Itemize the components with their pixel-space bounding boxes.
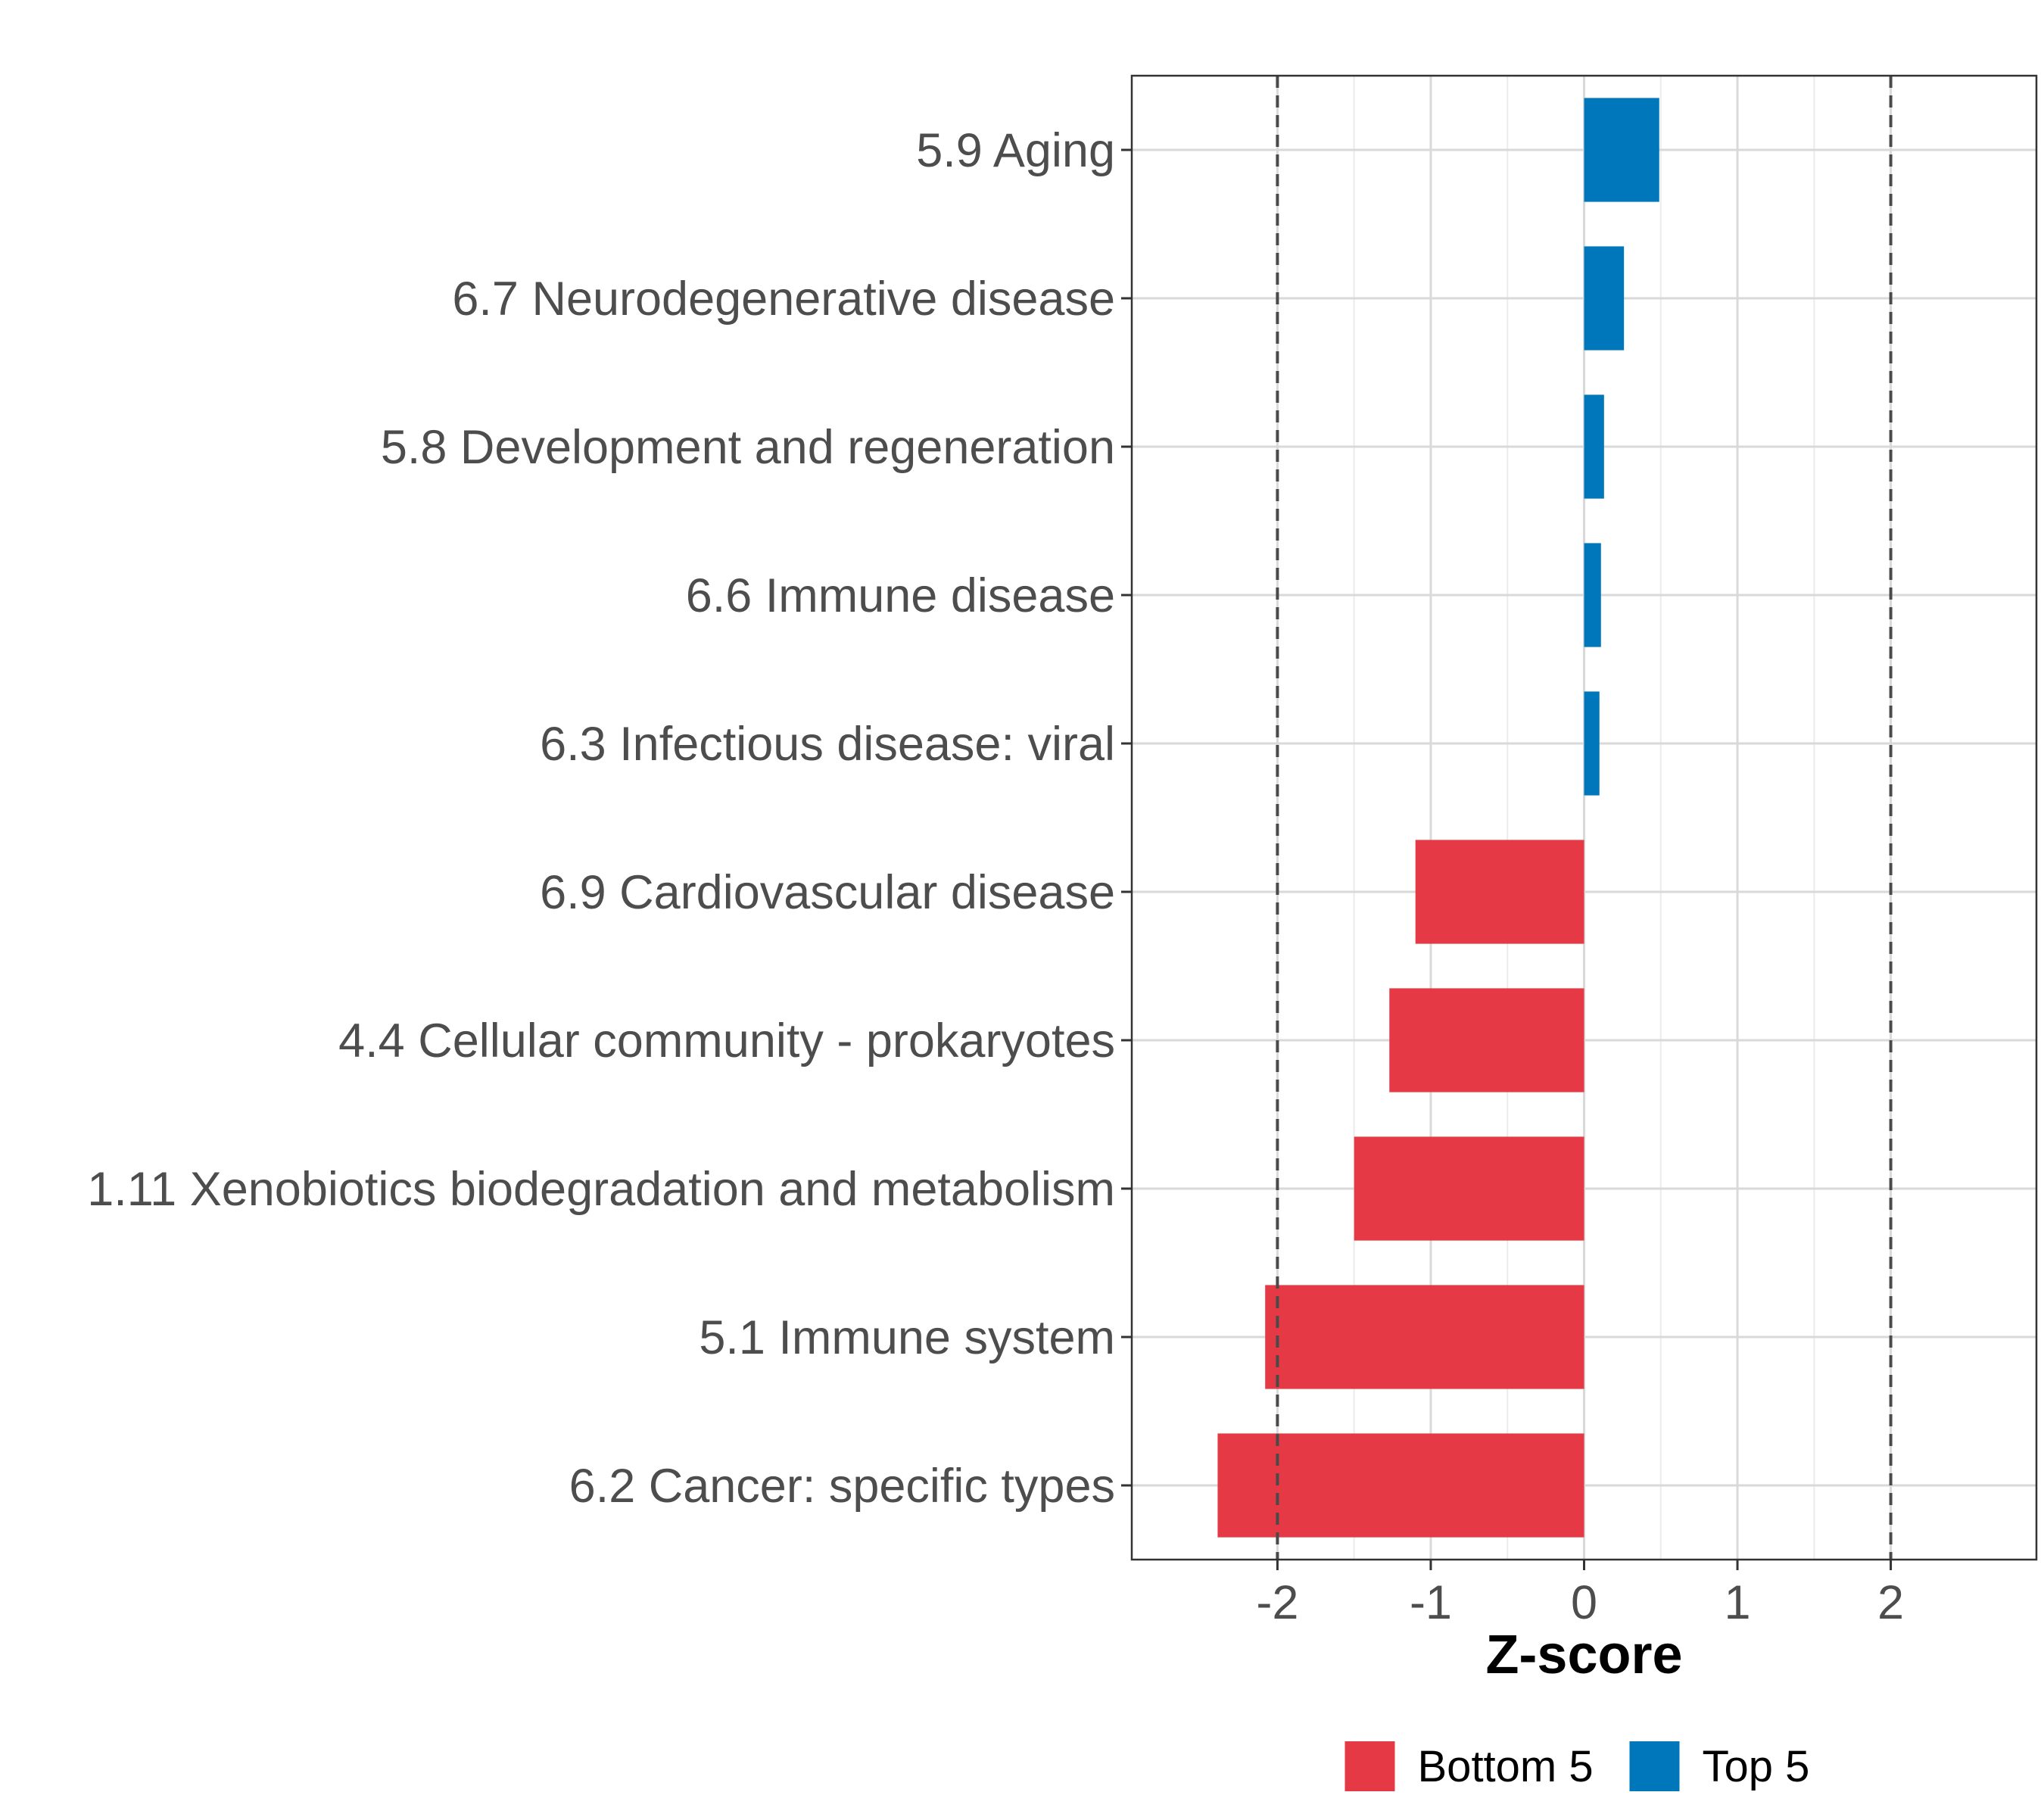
y-tick-label: 6.6 Immune disease [686,569,1115,622]
bars [1217,98,1659,1538]
y-tick-label: 5.8 Development and regeneration [381,421,1115,474]
bar [1389,988,1584,1092]
x-tick-label: -2 [1256,1576,1298,1629]
bar [1584,691,1600,796]
bar [1584,394,1604,499]
bar [1354,1136,1584,1241]
y-tick-label: 5.1 Immune system [699,1311,1115,1364]
y-axis: 5.9 Aging 6.7 Neurodegenerative disease 5.… [87,124,1132,1513]
y-tick-label: 4.4 Cellular community - prokaryotes [338,1014,1115,1067]
legend-label: Bottom 5 [1418,1742,1594,1791]
x-tick-label: 0 [1571,1576,1597,1629]
bar [1265,1285,1584,1389]
bar [1584,98,1659,202]
x-axis-title: Z-score [1485,1625,1682,1685]
y-tick-label: 6.3 Infectious disease: viral [540,718,1115,771]
y-tick-label: 5.9 Aging [916,124,1115,177]
y-tick-label: 6.9 Cardiovascular disease [540,866,1115,919]
y-tick-label: 6.2 Cancer: specific types [569,1460,1115,1513]
x-axis: -2 -1 0 1 2 [1256,1560,1904,1629]
bar [1415,840,1584,944]
reference-lines [1276,76,1893,1560]
legend-swatch [1344,1741,1395,1791]
legend: Bottom 5 Top 5 [1344,1741,1810,1791]
bar [1217,1433,1584,1538]
legend-label: Top 5 [1703,1742,1810,1791]
x-tick-label: -1 [1410,1576,1452,1629]
x-tick-label: 1 [1725,1576,1751,1629]
legend-swatch [1629,1741,1680,1791]
x-tick-label: 2 [1877,1576,1904,1629]
y-tick-label: 1.11 Xenobiotics biodegradation and meta… [87,1163,1115,1216]
bar [1584,246,1625,351]
y-tick-label: 6.7 Neurodegenerative disease [452,273,1115,326]
bar [1584,543,1601,647]
